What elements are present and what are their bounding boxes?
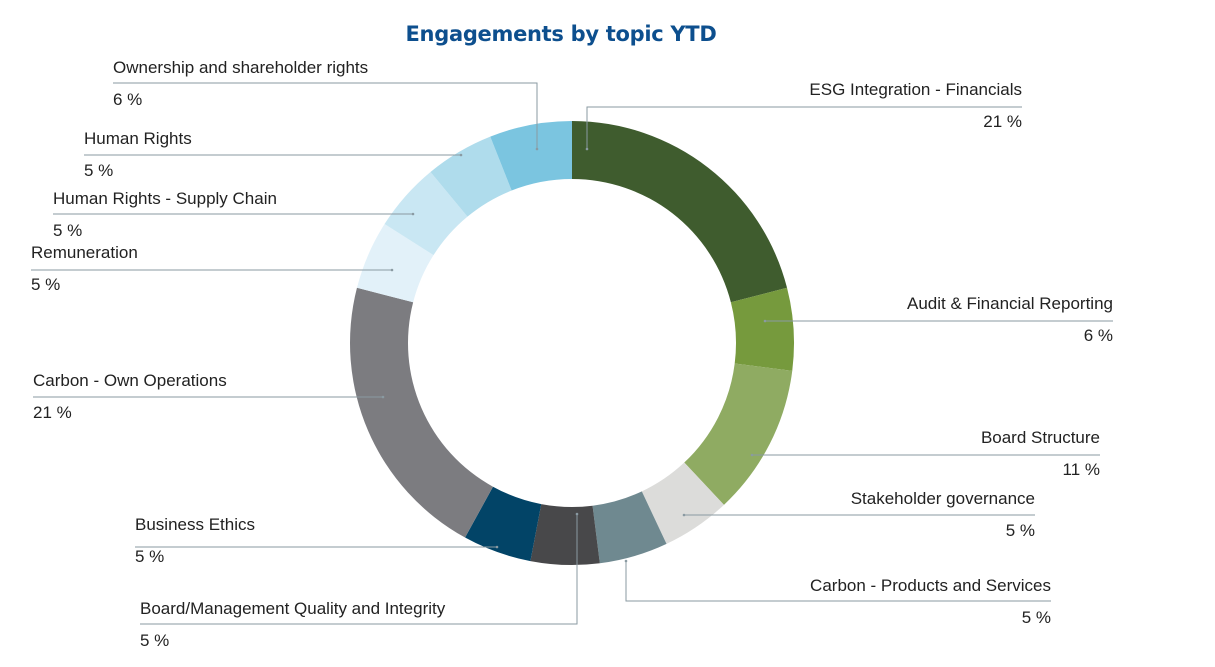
leader-dot-0 [585,147,589,151]
slice-value: 21 % [33,403,72,422]
leader-dot-10 [459,153,463,157]
slice-name: Human Rights [84,129,192,148]
slice-value: 5 % [1005,521,1035,540]
slice-value: 11 % [1062,460,1101,479]
donut-slice-7 [349,287,493,538]
slice-label-2: Board Structure 11 % [981,428,1100,480]
slice-label-3: Stakeholder governance 5 % [851,489,1035,541]
slice-label-1: Audit & Financial Reporting 6 % [907,294,1113,346]
chart-title: Engagements by topic YTD [405,22,717,46]
slice-name: Ownership and shareholder rights [113,58,369,77]
slice-label-4: Carbon - Products and Services 5 % [810,576,1051,628]
slice-name: Human Rights - Supply Chain [53,189,277,208]
slice-value: 5 % [84,161,114,180]
slice-name: Remuneration [31,243,138,262]
donut-slice-5 [530,504,600,565]
leader-dot-4 [624,559,628,563]
slice-label-9: Human Rights - Supply Chain 5 % [53,189,277,241]
leader-dot-3 [682,513,686,517]
leader-line-4 [625,561,1051,602]
leader-dot-11 [535,147,539,151]
slice-value: 5 % [1021,608,1051,627]
leader-dot-7 [381,395,385,399]
donut-slice-4 [592,491,667,564]
slice-name: Stakeholder governance [850,489,1035,508]
slice-value: 6 % [113,90,143,109]
donut-slice-3 [641,462,724,544]
leader-line-11 [113,82,538,149]
donut-slice-6 [465,486,542,562]
slice-label-5: Board/Management Quality and Integrity 5 … [140,599,445,651]
leader-dot-1 [763,319,767,323]
slice-name: Carbon - Products and Services [810,576,1051,595]
leader-dot-5 [575,512,579,516]
slice-name: Carbon - Own Operations [33,371,227,390]
slice-name: ESG Integration - Financials [809,80,1022,99]
slice-name: Business Ethics [135,515,255,534]
slice-value: 5 % [140,631,170,650]
slice-value: 5 % [53,221,83,240]
donut-slice-0 [572,121,788,303]
slice-value: 5 % [135,547,165,566]
slice-label-0: ESG Integration - Financials 21 % [809,80,1022,132]
leader-dot-2 [750,453,754,457]
donut-slice-1 [730,287,794,371]
donut-slice-11 [490,121,572,191]
leader-line-0 [586,106,1022,149]
slice-name: Audit & Financial Reporting [906,294,1113,313]
donut-slice-8 [356,224,434,303]
slice-label-6: Business Ethics 5 % [135,515,255,567]
slice-label-7: Carbon - Own Operations 21 % [33,371,227,423]
slice-label-11: Ownership and shareholder rights 6 % [113,58,368,110]
slice-name: Board Structure [980,428,1100,447]
slice-value: 5 % [31,275,61,294]
leader-dot-8 [390,268,394,272]
donut-slice-9 [384,171,468,256]
slice-label-10: Human Rights 5 % [84,129,192,181]
leader-dot-6 [495,545,499,549]
donut-slice-10 [430,136,512,217]
leader-line-5 [140,514,578,625]
slice-name: Board/Management Quality and Integrity [140,599,446,618]
donut-slice-2 [684,363,793,505]
slice-value: 21 % [983,112,1022,131]
slice-label-8: Remuneration 5 % [31,243,138,295]
leader-dot-9 [411,212,415,216]
slice-value: 6 % [1083,326,1113,345]
